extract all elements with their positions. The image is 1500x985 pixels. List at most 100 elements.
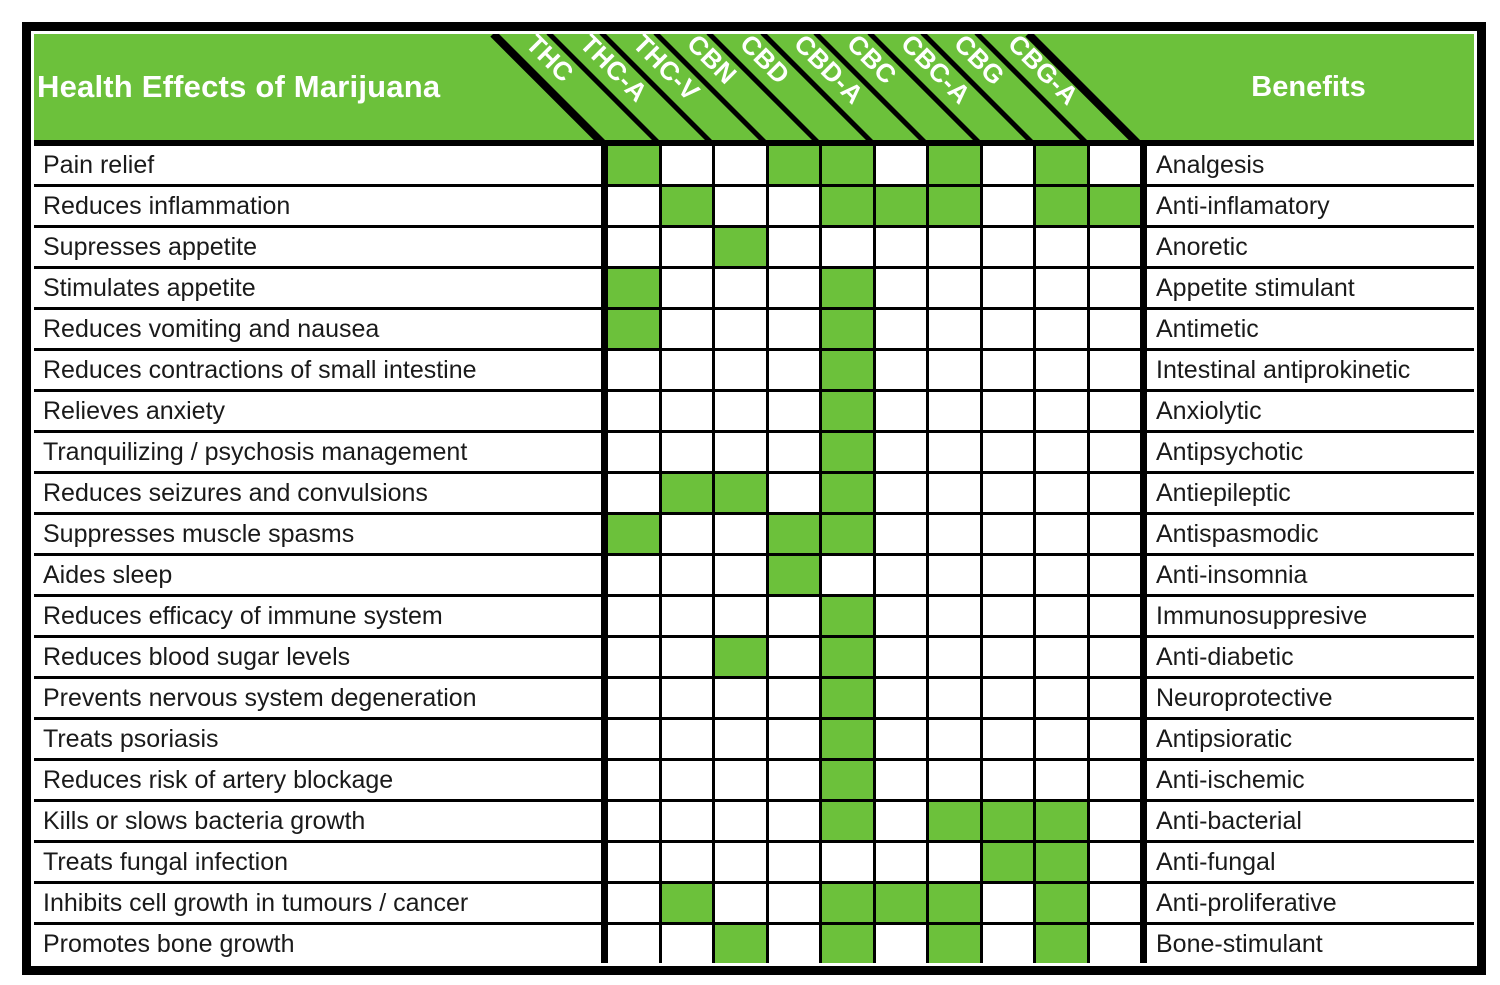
matrix-cell-on bbox=[929, 925, 983, 963]
matrix-cell-off bbox=[822, 556, 876, 594]
matrix-cell-off bbox=[875, 556, 929, 594]
matrix-cell-off bbox=[661, 392, 715, 430]
matrix-cell-off bbox=[982, 351, 1036, 389]
matrix-cell-off bbox=[1036, 392, 1090, 430]
matrix-cell-off bbox=[875, 679, 929, 717]
matrix-cell-off bbox=[768, 884, 822, 922]
matrix-cell-off bbox=[715, 679, 769, 717]
matrix-cell-off bbox=[768, 679, 822, 717]
matrix-cell-on bbox=[1036, 925, 1090, 963]
matrix-cell-off bbox=[875, 638, 929, 676]
matrix-cell-on bbox=[715, 228, 769, 266]
matrix-cell-off bbox=[661, 638, 715, 676]
table-row: Reduces risk of artery blockage Anti-isch… bbox=[34, 758, 1474, 799]
matrix-cell-off bbox=[608, 925, 662, 963]
matrix-cell-off bbox=[608, 638, 662, 676]
table-row: Reduces seizures and convulsions Antiepil… bbox=[34, 471, 1474, 512]
matrix-cell-off bbox=[982, 392, 1036, 430]
benefit-label: Anti-diabetic bbox=[1140, 638, 1474, 676]
matrix-cell-off bbox=[715, 351, 769, 389]
matrix-cell-off bbox=[715, 269, 769, 307]
matrix-cell-off bbox=[929, 433, 983, 471]
matrix-cell-off bbox=[661, 433, 715, 471]
matrix-cell-on bbox=[822, 638, 876, 676]
matrix-cell-off bbox=[1089, 638, 1140, 676]
matrix-cell-off bbox=[715, 187, 769, 225]
matrix-cell-off bbox=[661, 720, 715, 758]
matrix-cell-on bbox=[982, 843, 1036, 881]
benefit-label: Anti-insomnia bbox=[1140, 556, 1474, 594]
matrix-cell-off bbox=[982, 679, 1036, 717]
matrix-cell-off bbox=[661, 843, 715, 881]
table-row: Prevents nervous system degeneration Neur… bbox=[34, 676, 1474, 717]
cannabinoid-effects-table: Health Effects of Marijuana Benefits THC… bbox=[22, 22, 1486, 975]
matrix-cell-off bbox=[1089, 761, 1140, 799]
effects-matrix: Pain relief Analgesis Reduces inflammation… bbox=[34, 146, 1474, 963]
matrix-cell-on bbox=[715, 925, 769, 963]
matrix-cell-on bbox=[822, 761, 876, 799]
matrix-cell-on bbox=[768, 515, 822, 553]
matrix-cell-on bbox=[1036, 884, 1090, 922]
matrix-cell-off bbox=[715, 433, 769, 471]
matrix-cell-off bbox=[608, 720, 662, 758]
matrix-cell-off bbox=[929, 679, 983, 717]
table-row: Suppresses muscle spasms Antispasmodic bbox=[34, 512, 1474, 553]
table-row: Aides sleep Anti-insomnia bbox=[34, 553, 1474, 594]
matrix-cell-on bbox=[661, 884, 715, 922]
matrix-cell-off bbox=[715, 802, 769, 840]
benefits-column-header: Benefits bbox=[1251, 70, 1366, 103]
matrix-cell-on bbox=[929, 187, 983, 225]
matrix-cell-off bbox=[768, 720, 822, 758]
matrix-cell-off bbox=[715, 392, 769, 430]
matrix-cell-off bbox=[608, 392, 662, 430]
matrix-cell-off bbox=[1089, 884, 1140, 922]
matrix-cell-off bbox=[768, 638, 822, 676]
matrix-cell-on bbox=[1036, 187, 1090, 225]
matrix-cell-off bbox=[1089, 146, 1140, 184]
matrix-cell-off bbox=[929, 720, 983, 758]
matrix-cell-off bbox=[875, 597, 929, 635]
matrix-cell-off bbox=[822, 843, 876, 881]
matrix-cell-on bbox=[822, 310, 876, 348]
matrix-cell-off bbox=[929, 310, 983, 348]
matrix-cell-off bbox=[982, 515, 1036, 553]
matrix-cell-off bbox=[661, 269, 715, 307]
matrix-cell-off bbox=[768, 228, 822, 266]
matrix-cell-off bbox=[768, 433, 822, 471]
table-row: Inhibits cell growth in tumours / cancer… bbox=[34, 881, 1474, 922]
matrix-cell-on bbox=[822, 146, 876, 184]
matrix-cell-off bbox=[982, 228, 1036, 266]
matrix-cell-off bbox=[608, 474, 662, 512]
matrix-cell-off bbox=[929, 351, 983, 389]
effect-label: Reduces inflammation bbox=[34, 187, 608, 225]
effect-label: Tranquilizing / psychosis management bbox=[34, 433, 608, 471]
matrix-cell-off bbox=[715, 146, 769, 184]
effect-label: Inhibits cell growth in tumours / cancer bbox=[34, 884, 608, 922]
matrix-cell-off bbox=[1089, 720, 1140, 758]
effect-label: Reduces efficacy of immune system bbox=[34, 597, 608, 635]
matrix-cell-on bbox=[875, 187, 929, 225]
matrix-cell-off bbox=[1089, 351, 1140, 389]
matrix-cell-off bbox=[1089, 556, 1140, 594]
table-row: Reduces efficacy of immune system Immunos… bbox=[34, 594, 1474, 635]
table-header: Health Effects of Marijuana Benefits THC… bbox=[34, 34, 1474, 146]
matrix-cell-off bbox=[929, 474, 983, 512]
table-row: Reduces contractions of small intestine I… bbox=[34, 348, 1474, 389]
matrix-cell-on bbox=[1036, 802, 1090, 840]
matrix-cell-on bbox=[822, 351, 876, 389]
matrix-cell-off bbox=[1036, 228, 1090, 266]
matrix-cell-on bbox=[822, 515, 876, 553]
matrix-cell-on bbox=[715, 638, 769, 676]
table-row: Pain relief Analgesis bbox=[34, 146, 1474, 184]
benefit-label: Intestinal antiprokinetic bbox=[1140, 351, 1474, 389]
matrix-cell-off bbox=[875, 802, 929, 840]
matrix-cell-off bbox=[768, 351, 822, 389]
matrix-cell-off bbox=[715, 597, 769, 635]
matrix-cell-on bbox=[822, 269, 876, 307]
benefit-label: Anti-ischemic bbox=[1140, 761, 1474, 799]
table-row: Relieves anxiety Anxiolytic bbox=[34, 389, 1474, 430]
matrix-cell-on bbox=[822, 187, 876, 225]
matrix-cell-off bbox=[929, 228, 983, 266]
matrix-cell-off bbox=[661, 351, 715, 389]
page-title: Health Effects of Marijuana bbox=[37, 69, 441, 104]
